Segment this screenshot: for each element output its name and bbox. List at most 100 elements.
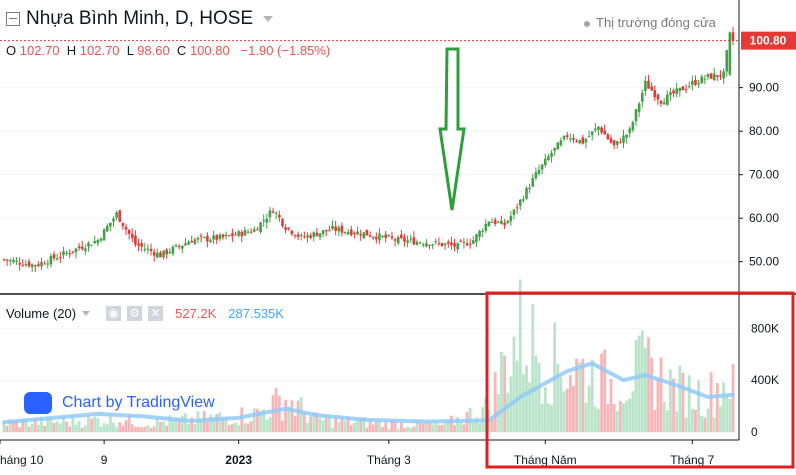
volume-bar bbox=[403, 428, 406, 432]
candle-body bbox=[84, 248, 87, 251]
low-value: 98.60 bbox=[137, 43, 170, 58]
candle-body bbox=[609, 138, 613, 143]
volume-bar bbox=[631, 391, 635, 432]
volume-legend[interactable]: Volume (20) ◉ ⚙ ✕ 527.2K 287.535K bbox=[6, 306, 284, 321]
candle-body bbox=[412, 237, 416, 245]
candle-body bbox=[371, 236, 375, 238]
volume-bar bbox=[277, 395, 281, 432]
volume-bar bbox=[99, 426, 103, 432]
chevron-down-icon[interactable] bbox=[263, 16, 274, 22]
candle-body bbox=[669, 92, 672, 96]
candle-body bbox=[15, 260, 18, 262]
collapse-icon[interactable] bbox=[6, 12, 20, 26]
volume-bar bbox=[712, 417, 716, 432]
volume-bar bbox=[127, 414, 131, 432]
candle-body bbox=[227, 235, 231, 237]
chevron-down-icon[interactable] bbox=[82, 311, 91, 316]
candle-body bbox=[418, 242, 422, 244]
candle-body bbox=[224, 234, 228, 237]
volume-bar bbox=[65, 421, 68, 432]
candle-body bbox=[284, 227, 287, 230]
time-tick-label: Tháng 7 bbox=[670, 453, 714, 467]
candle-body bbox=[353, 232, 356, 234]
tradingview-watermark[interactable]: Chart by TradingView bbox=[24, 392, 215, 414]
close-icon[interactable]: ✕ bbox=[148, 306, 164, 321]
volume-bar bbox=[518, 279, 522, 432]
candle-body bbox=[146, 248, 150, 250]
candle-body bbox=[440, 243, 444, 247]
candle-body bbox=[127, 229, 131, 234]
candle-body bbox=[581, 137, 585, 144]
candle-body bbox=[143, 248, 147, 250]
volume-bar bbox=[321, 420, 325, 432]
candle-body bbox=[540, 164, 544, 170]
volume-bar bbox=[475, 417, 478, 432]
volume-bar bbox=[290, 400, 294, 432]
candle-body bbox=[77, 246, 81, 249]
candle-body bbox=[196, 237, 200, 240]
candle-body bbox=[259, 222, 262, 233]
volume-bar bbox=[381, 426, 384, 432]
candle-body bbox=[453, 243, 456, 247]
volume-bar bbox=[678, 365, 682, 432]
volume-bar bbox=[687, 375, 691, 432]
candle-body bbox=[362, 232, 366, 239]
volume-bar bbox=[390, 420, 394, 432]
eye-icon[interactable]: ◉ bbox=[106, 306, 122, 321]
annotation-arrow bbox=[438, 47, 466, 211]
volume-bar bbox=[428, 423, 431, 432]
volume-bar bbox=[149, 428, 153, 432]
volume-bar bbox=[728, 399, 732, 432]
volume-bar bbox=[281, 420, 284, 432]
close-label: C bbox=[176, 43, 187, 58]
volume-bar bbox=[547, 403, 550, 432]
volume-bar bbox=[71, 415, 75, 432]
volume-bar bbox=[568, 375, 572, 432]
volume-bar bbox=[421, 423, 425, 432]
candle-body bbox=[569, 138, 572, 140]
volume-bar bbox=[672, 378, 675, 432]
candle-body bbox=[181, 245, 184, 249]
volume-bar bbox=[309, 416, 313, 432]
candle-body bbox=[425, 243, 428, 247]
ohlc-readout: O 102.70 H 102.70 L 98.60 C 100.80 −1.90… bbox=[6, 43, 330, 58]
volume-bar bbox=[365, 427, 369, 432]
candle-body bbox=[400, 234, 403, 239]
candle-body bbox=[565, 135, 569, 137]
candle-body bbox=[52, 254, 56, 259]
candle-body bbox=[130, 233, 134, 239]
volume-bar bbox=[515, 360, 519, 432]
volume-bar bbox=[137, 426, 140, 432]
chart-title[interactable]: Nhựa Bình Minh, D, HOSE bbox=[6, 8, 274, 30]
volume-bar bbox=[246, 423, 250, 432]
volume-bar bbox=[5, 425, 9, 432]
volume-bar bbox=[431, 424, 435, 432]
candle-body bbox=[274, 212, 278, 214]
volume-bar bbox=[155, 417, 159, 432]
volume-bar bbox=[152, 426, 156, 432]
volume-bar bbox=[334, 416, 338, 432]
candle-body bbox=[575, 141, 578, 143]
candle-body bbox=[156, 252, 159, 258]
candle-body bbox=[337, 227, 341, 232]
volume-bar bbox=[240, 407, 244, 432]
volume-bar bbox=[212, 416, 216, 432]
candle-body bbox=[619, 142, 622, 144]
volume-bar bbox=[165, 425, 169, 432]
volume-bar bbox=[528, 382, 532, 432]
candle-body bbox=[105, 226, 109, 232]
volume-bar bbox=[108, 413, 112, 432]
candle-body bbox=[112, 218, 115, 222]
volume-bar bbox=[187, 423, 190, 432]
volume-bar bbox=[500, 351, 503, 432]
gear-icon[interactable]: ⚙ bbox=[127, 306, 143, 321]
candle-body bbox=[403, 237, 406, 242]
volume-bar bbox=[587, 385, 591, 432]
candle-body bbox=[584, 139, 588, 143]
candle-body bbox=[193, 239, 197, 244]
candle-body bbox=[387, 235, 391, 237]
volume-bar bbox=[112, 422, 115, 432]
candle-body bbox=[396, 237, 400, 244]
